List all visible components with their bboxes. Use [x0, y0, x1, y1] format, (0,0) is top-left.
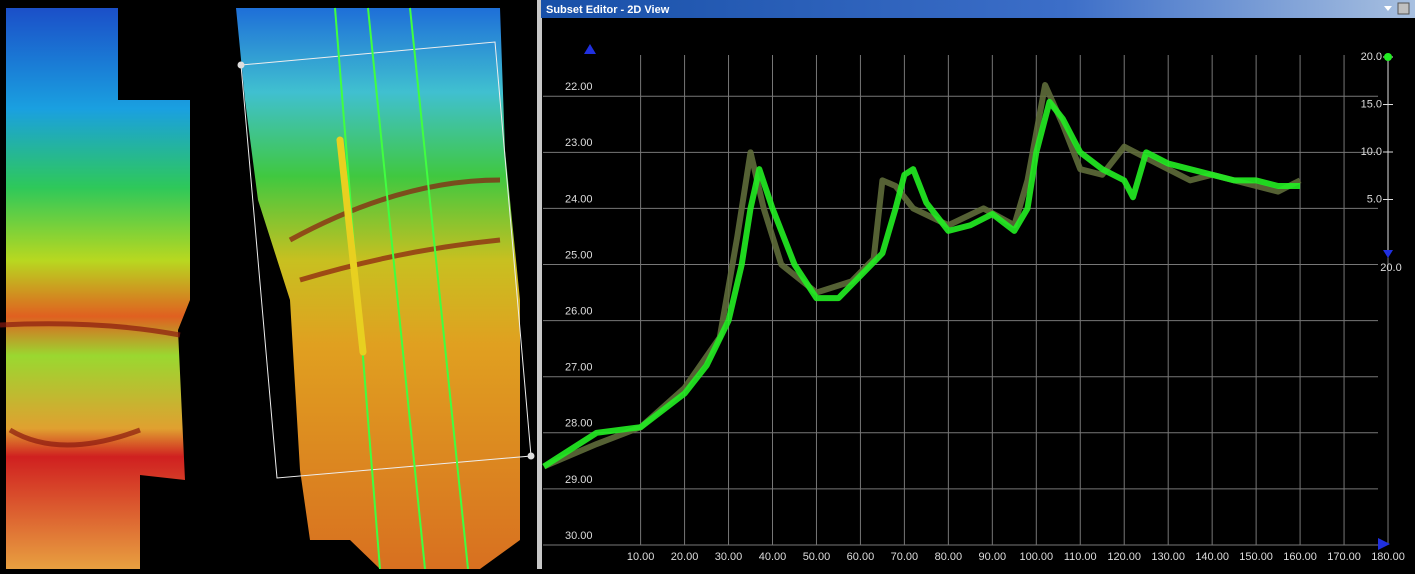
swath-right — [236, 8, 520, 569]
map-view — [0, 7, 535, 570]
swath-left — [6, 8, 190, 569]
marker — [1378, 538, 1390, 550]
x-tick-label: 130.00 — [1151, 551, 1185, 563]
x-tick-label: 80.00 — [935, 551, 963, 563]
x-tick-label: 50.00 — [803, 551, 831, 563]
x-tick-label: 100.00 — [1019, 551, 1053, 563]
x-tick-label: 140.00 — [1195, 551, 1229, 563]
profile-line — [336, 136, 367, 356]
x-tick-label: 170.00 — [1327, 551, 1361, 563]
y-tick-label: 24.00 — [565, 193, 593, 205]
y-tick-label: 26.00 — [565, 306, 593, 318]
y-tick-label: 23.00 — [565, 137, 593, 149]
slider-label: 5.0 — [1367, 193, 1382, 205]
x-tick-label: 180.00 — [1371, 551, 1405, 563]
y-tick-label: 22.00 — [565, 81, 593, 93]
y-tick-label: 30.00 — [565, 530, 593, 542]
x-tick-label: 70.00 — [891, 551, 919, 563]
handle — [237, 61, 245, 69]
x-tick-label: 110.00 — [1064, 551, 1097, 563]
profile-series — [542, 98, 1301, 469]
slider-label: 20.0 — [1361, 51, 1382, 63]
marker — [584, 44, 596, 54]
y-tick-label: 27.00 — [565, 362, 593, 374]
plot: 22.00 23.00 24.00 25.00 26.00 27.00 28.00 29.00… — [542, 55, 1405, 563]
slider[interactable]: 20.0 15.0 10.0 5.0 20.0 — [1361, 51, 1402, 274]
slider-thumb — [1384, 53, 1392, 61]
x-tick-label: 120.00 — [1107, 551, 1141, 563]
x-tick-label: 150.00 — [1239, 551, 1273, 563]
x-tick-label: 90.00 — [979, 551, 1007, 563]
profile-series — [542, 82, 1302, 470]
menu-button[interactable] — [1384, 6, 1392, 11]
x-tick-label: 30.00 — [715, 551, 743, 563]
handle — [527, 452, 535, 460]
window-title: Subset Editor - 2D View — [546, 4, 670, 16]
slider-label: 10.0 — [1361, 146, 1382, 158]
x-tick-label: 40.00 — [759, 551, 787, 563]
x-tick-label: 20.00 — [671, 551, 699, 563]
x-tick-label: 160.00 — [1283, 551, 1317, 563]
slider-label: 15.0 — [1361, 98, 1382, 110]
splitter[interactable] — [537, 0, 542, 569]
title-bar — [541, 0, 1415, 18]
slider-arrow — [1383, 250, 1393, 258]
y-tick-label: 28.00 — [565, 418, 593, 430]
close-button[interactable] — [1397, 2, 1410, 15]
ridges — [0, 177, 501, 448]
y-tick-label: 29.00 — [565, 474, 593, 486]
y-tick-label: 25.00 — [565, 249, 593, 261]
x-tick-label: 10.00 — [627, 551, 655, 563]
slider-bottom-label: 20.0 — [1380, 262, 1401, 274]
x-tick-label: 60.00 — [847, 551, 875, 563]
